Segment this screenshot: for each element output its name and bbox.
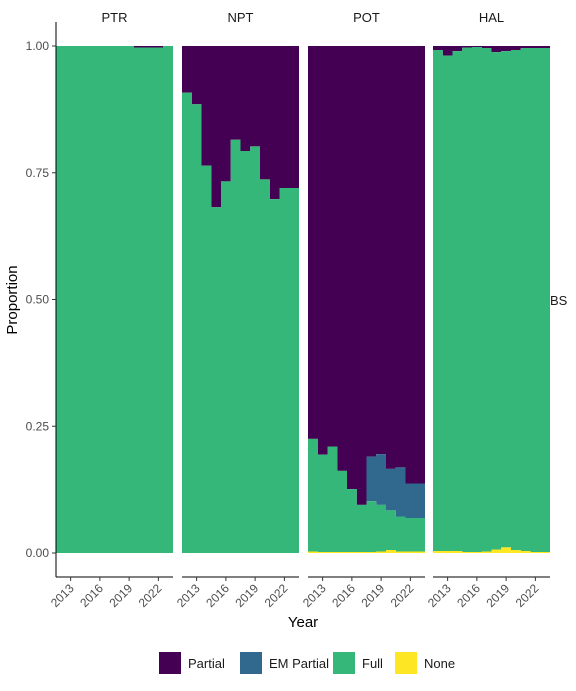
y-tick-label: 0.25 [26,419,50,433]
x-tick-label: 2016 [203,581,232,610]
y-tick-label: 1.00 [26,39,50,53]
facet-title-pot: POT [353,10,380,25]
area-pot-none [308,549,425,553]
facet-ptr: PTR 2013 2016 2019 2022 [48,10,173,610]
x-tick-label: 2013 [300,581,329,610]
x-tick-label: 2019 [483,581,512,610]
area-pot-partial [308,46,425,505]
y-tick-label: 0.50 [26,293,50,307]
area-hal-full [433,47,550,552]
facet-hal: HAL 2013 2016 2019 2022 [425,10,550,610]
y-tick-label: 0.75 [26,166,50,180]
legend-key-em-partial [240,652,262,674]
legend-key-partial [159,652,181,674]
area-hal-none [433,547,550,553]
area-pot-em-partial [308,438,425,519]
area-ptr-full [56,46,173,553]
x-tick-label: 2019 [106,581,135,610]
x-tick-label: 2016 [77,581,106,610]
x-tick-label: 2022 [262,581,291,610]
facet-npt: NPT 2013 2016 2019 2022 [174,10,299,610]
x-tick-label: 2013 [425,581,454,610]
x-tick-label: 2022 [136,581,165,610]
legend-label: EM Partial [269,656,329,671]
area-pot-full [308,438,425,552]
legend: Partial EM Partial Full None [159,652,455,674]
x-tick-label: 2013 [174,581,203,610]
facet-pot: POT 2013 2016 2019 2022 [300,10,425,610]
legend-key-full [333,652,355,674]
x-tick-label: 2016 [454,581,483,610]
x-tick-label: 2019 [232,581,261,610]
area-ptr-partial [56,46,173,48]
x-axis-title: Year [288,614,318,631]
legend-label: Full [362,656,383,671]
x-tick-label: 2016 [329,581,358,610]
x-tick-label: 2019 [358,581,387,610]
facet-title-ptr: PTR [102,10,128,25]
facet-title-hal: HAL [479,10,504,25]
area-npt-full [182,92,299,553]
y-tick-label: 0.00 [26,546,50,560]
x-tick-label: 2022 [513,581,542,610]
legend-label: None [424,656,455,671]
legend-label: Partial [188,656,225,671]
row-strip-label: BS [550,293,568,308]
legend-key-none [395,652,417,674]
x-tick-label: 2022 [388,581,417,610]
y-axis: 0.00 0.25 0.50 0.75 1.00 [26,22,57,577]
facet-title-npt: NPT [228,10,254,25]
x-tick-label: 2013 [48,581,77,610]
y-axis-title: Proportion [4,265,21,334]
